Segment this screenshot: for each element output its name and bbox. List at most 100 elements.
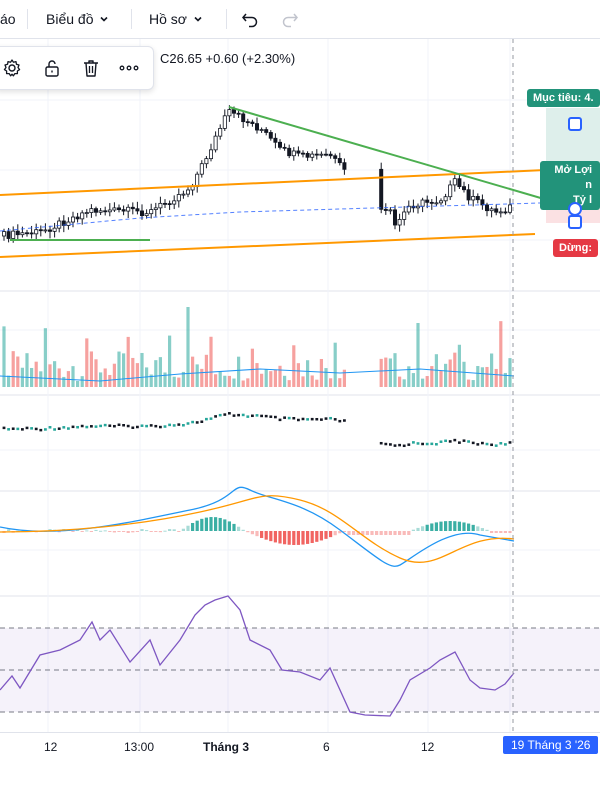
- lock-button[interactable]: [40, 56, 64, 80]
- candle-body: [333, 155, 338, 159]
- indicator-mark: [448, 440, 452, 443]
- macd-histogram-bar: [223, 519, 227, 531]
- redo-button[interactable]: [280, 0, 300, 38]
- indicator-mark: [398, 443, 401, 447]
- stop-label[interactable]: Dừng:: [553, 239, 599, 257]
- macd-histogram-bar: [503, 531, 507, 533]
- macd-histogram-bar: [278, 531, 282, 544]
- open-pnl-label[interactable]: Mở Lợi n Tỷ l: [540, 161, 600, 210]
- volume-bar: [158, 357, 162, 387]
- candle-body: [310, 153, 315, 158]
- macd-histogram-bar: [283, 531, 287, 545]
- profile-menu-button[interactable]: Hồ sơ: [149, 0, 203, 38]
- candle-body: [415, 205, 420, 209]
- delete-button[interactable]: [79, 56, 103, 80]
- indicator-mark: [103, 423, 107, 427]
- volume-bar: [140, 352, 144, 387]
- trash-icon: [84, 60, 98, 77]
- candle-body: [406, 205, 411, 213]
- macd-histogram-bar: [186, 525, 190, 531]
- indicator-mark: [154, 424, 158, 428]
- target-label[interactable]: Mục tiêu: 4.: [527, 89, 600, 107]
- macd-histogram-bar: [407, 531, 411, 535]
- indicator-mark: [218, 413, 222, 417]
- macd-histogram-bar: [319, 531, 323, 541]
- macd-histogram-bar: [457, 521, 461, 531]
- candle-body: [149, 209, 154, 215]
- volume-bar: [218, 371, 222, 387]
- macd-histogram-bar: [467, 523, 471, 531]
- volume-bar: [99, 372, 103, 387]
- indicator-mark: [292, 416, 296, 420]
- candle-body: [507, 204, 512, 213]
- macd-histogram-bar: [296, 531, 300, 545]
- candle-body: [489, 208, 494, 212]
- candle-body: [139, 210, 144, 217]
- macd-histogram-bar: [48, 529, 52, 531]
- indicator-mark: [126, 424, 130, 428]
- candle-body: [181, 193, 186, 196]
- volume-bar: [444, 363, 448, 387]
- indicator-mark: [117, 423, 121, 426]
- volume-bar: [490, 353, 494, 387]
- volume-bar: [260, 373, 264, 387]
- macd-histogram-bar: [122, 531, 126, 532]
- toolbar-divider: [27, 9, 28, 29]
- candle-body: [107, 209, 112, 213]
- volume-bar: [168, 335, 172, 387]
- ohlc-legend: C26.65 +0.60 (+2.30%): [160, 51, 295, 66]
- time-axis[interactable]: 12 13:00 Tháng 3 6 12: [0, 732, 600, 761]
- candle-body: [241, 113, 246, 123]
- volume-bar: [71, 366, 75, 387]
- candle-body: [6, 231, 11, 239]
- candle-body: [162, 202, 167, 205]
- indicator-mark: [310, 417, 314, 421]
- stop-handle[interactable]: [568, 215, 582, 229]
- indicator-mark: [223, 413, 227, 416]
- indicator-mark: [471, 441, 475, 445]
- target-handle[interactable]: [568, 117, 582, 131]
- volume-bar: [273, 369, 277, 387]
- macd-histogram-bar: [232, 523, 236, 531]
- more-options-button[interactable]: [117, 56, 141, 80]
- gear-icon: [3, 59, 21, 77]
- candle-body: [227, 109, 232, 117]
- macd-histogram-bar: [439, 521, 443, 531]
- macd-histogram-bar: [333, 531, 337, 536]
- settings-button[interactable]: [0, 56, 24, 80]
- candle-body: [218, 127, 223, 137]
- macd-histogram-bar: [398, 531, 402, 535]
- candle-body: [388, 209, 393, 212]
- candle-body: [38, 229, 43, 232]
- candle-body: [461, 186, 466, 191]
- chart-menu-button[interactable]: Biểu đồ: [46, 0, 109, 38]
- indicator-mark: [421, 442, 424, 446]
- candle-body: [135, 208, 140, 212]
- indicator-mark: [21, 428, 24, 431]
- macd-histogram-bar: [365, 531, 369, 535]
- volume-bar: [306, 360, 310, 387]
- candle-body: [204, 158, 209, 165]
- entry-handle[interactable]: [568, 202, 582, 216]
- volume-bar: [232, 378, 236, 387]
- chart-menu-label: Biểu đồ: [46, 11, 94, 27]
- macd-histogram-bar: [338, 531, 342, 534]
- undo-icon: [242, 13, 258, 28]
- indicator-mark: [85, 425, 89, 429]
- indicator-mark: [274, 415, 277, 419]
- undo-button[interactable]: [240, 0, 260, 38]
- indicator-mark: [416, 442, 420, 445]
- macd-histogram-bar: [89, 531, 93, 532]
- macd-histogram-bar: [273, 531, 277, 543]
- volume-bar: [407, 366, 411, 387]
- macd-histogram-bar: [476, 526, 480, 531]
- candle-body: [397, 219, 402, 226]
- volume-bar: [255, 363, 259, 387]
- indicator-mark: [140, 424, 144, 427]
- volume-bar: [186, 307, 190, 387]
- volume-bar: [237, 356, 241, 387]
- toolbar-partial-item[interactable]: áo: [0, 11, 16, 27]
- candle-body: [287, 147, 292, 157]
- macd-histogram-bar: [264, 531, 268, 540]
- chart-canvas[interactable]: [0, 39, 600, 732]
